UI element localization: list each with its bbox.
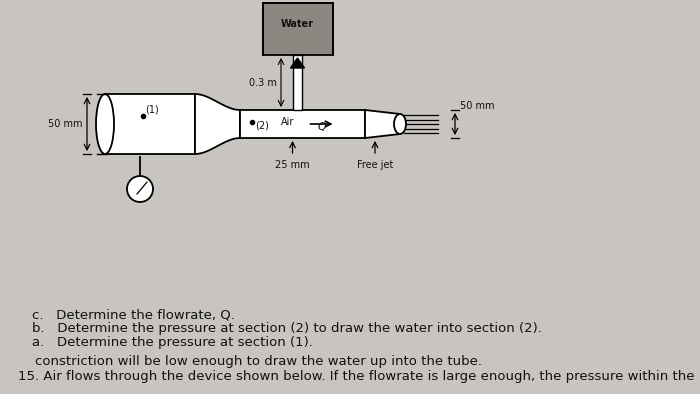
Text: 0.3 m: 0.3 m — [249, 78, 277, 87]
Ellipse shape — [394, 114, 406, 134]
Text: c.   Determine the flowrate, Q.: c. Determine the flowrate, Q. — [32, 308, 235, 321]
Polygon shape — [195, 94, 240, 154]
Text: 25 mm: 25 mm — [275, 160, 310, 170]
Circle shape — [127, 176, 153, 202]
Bar — [293, 55, 302, 110]
Text: Air: Air — [281, 117, 294, 127]
Polygon shape — [290, 58, 304, 68]
Text: Free jet: Free jet — [357, 160, 393, 170]
Text: (1): (1) — [145, 104, 159, 114]
Ellipse shape — [96, 94, 114, 154]
Polygon shape — [365, 110, 400, 138]
Text: Water: Water — [281, 19, 314, 29]
Text: 15. Air flows through the device shown below. If the flowrate is large enough, t: 15. Air flows through the device shown b… — [18, 370, 694, 383]
Bar — [262, 3, 332, 55]
Text: (2): (2) — [255, 120, 269, 130]
Text: 50 mm: 50 mm — [460, 101, 494, 111]
Text: a.   Determine the pressure at section (1).: a. Determine the pressure at section (1)… — [32, 336, 313, 349]
Bar — [240, 110, 365, 138]
Text: Q: Q — [317, 122, 326, 132]
Text: 50 mm: 50 mm — [48, 119, 82, 129]
Text: constriction will be low enough to draw the water up into the tube.: constriction will be low enough to draw … — [18, 355, 482, 368]
Bar — [105, 94, 195, 154]
Text: b.   Determine the pressure at section (2) to draw the water into section (2).: b. Determine the pressure at section (2)… — [32, 322, 542, 335]
